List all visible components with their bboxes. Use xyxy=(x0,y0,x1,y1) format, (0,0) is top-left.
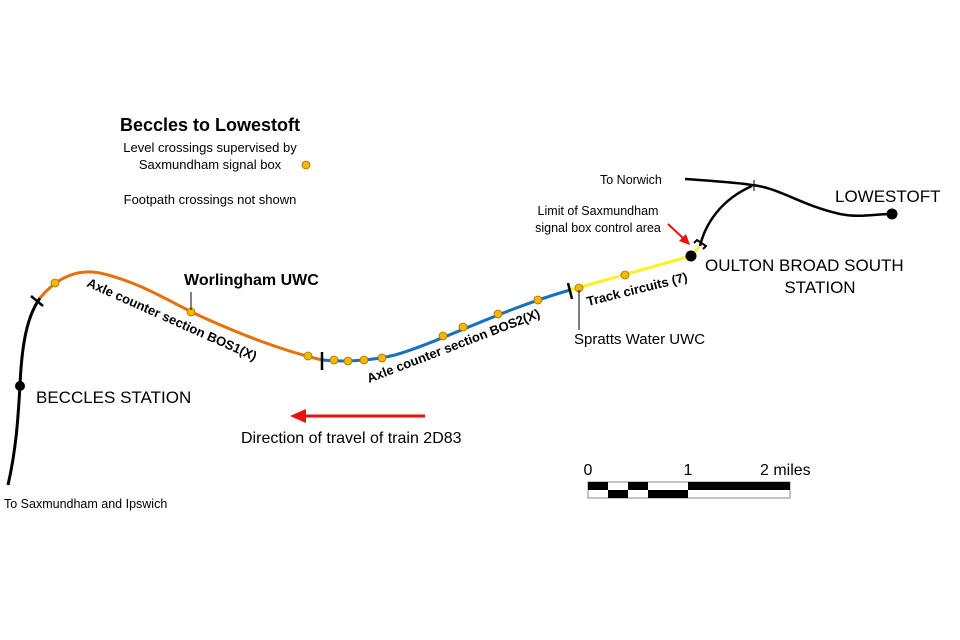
limit-bracket xyxy=(693,238,708,250)
direction-arrow-head xyxy=(290,409,306,423)
level-crossings xyxy=(50,270,630,366)
level-crossing-marker xyxy=(343,356,353,366)
level-crossing-marker xyxy=(329,355,339,365)
level-crossing-marker xyxy=(533,295,543,305)
oulton-broad-station-dot xyxy=(685,250,697,262)
limit-label-1: Limit of Saxmundham xyxy=(538,204,659,218)
legend-note: Footpath crossings not shown xyxy=(124,192,297,207)
bos2-label: Axle counter section BOS2(X) xyxy=(365,306,542,386)
legend-line2: Saxmundham signal box xyxy=(139,157,282,172)
spratts-label: Spratts Water UWC xyxy=(574,331,705,348)
level-crossing-marker xyxy=(377,353,387,363)
diagram-title: Beccles to Lowestoft xyxy=(120,115,300,135)
line-to-junction xyxy=(698,184,753,247)
line-norwich-lowestoft xyxy=(684,177,893,218)
to-norwich-label: To Norwich xyxy=(600,173,662,187)
level-crossing-marker xyxy=(438,331,448,341)
level-crossing-marker xyxy=(620,270,630,280)
worlingham-label: Worlingham UWC xyxy=(184,272,319,289)
oulton-label-1: OULTON BROAD SOUTH xyxy=(705,256,904,275)
limit-label-2: signal box control area xyxy=(535,221,661,235)
scale-bar xyxy=(587,481,791,499)
legend-line1: Level crossings supervised by xyxy=(123,140,297,155)
oulton-label-2: STATION xyxy=(784,278,855,297)
direction-label: Direction of travel of train 2D83 xyxy=(241,430,462,447)
section-boundary-tick xyxy=(30,295,44,307)
level-crossing-marker xyxy=(303,351,313,361)
scale-label-0: 0 xyxy=(584,462,593,479)
section-boundary-tick xyxy=(566,282,574,300)
beccles-label: BECCLES STATION xyxy=(36,388,191,407)
lowestoft-station-dot xyxy=(886,208,898,220)
limit-arrow xyxy=(667,223,685,240)
level-crossing-marker xyxy=(458,322,468,332)
section-bos1 xyxy=(38,270,323,362)
scale-label-1: 1 xyxy=(684,462,693,479)
lowestoft-label: LOWESTOFT xyxy=(835,187,940,206)
beccles-station-dot xyxy=(15,381,25,391)
to-saxmundham-label: To Saxmundham and Ipswich xyxy=(4,497,167,511)
legend-crossing-icon xyxy=(301,160,311,170)
level-crossing-marker xyxy=(50,278,60,288)
level-crossing-marker xyxy=(493,309,503,319)
limit-arrow-head xyxy=(679,234,690,245)
scale-label-2: 2 miles xyxy=(760,462,811,479)
level-crossing-marker xyxy=(359,355,369,365)
track-circuits-label: Track circuits (7) xyxy=(585,269,689,309)
